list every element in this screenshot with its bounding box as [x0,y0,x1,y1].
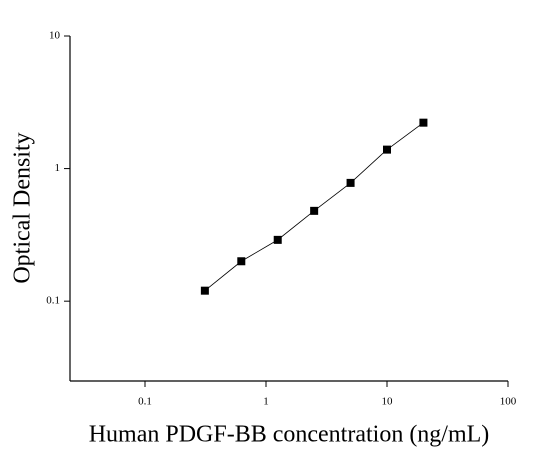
data-point [237,257,246,266]
x-tick-label: 1 [263,396,269,408]
data-point [382,145,391,154]
x-tick-label: 100 [500,396,517,408]
data-point [310,206,319,215]
x-tick-label: 0.1 [138,396,152,408]
y-tick-label: 10 [49,30,61,42]
data-point [346,178,355,187]
data-point [273,235,282,244]
x-tick-label: 10 [381,396,393,408]
data-point [200,286,209,295]
data-point [419,118,428,127]
x-axis-title: Human PDGF-BB concentration (ng/mL) [89,422,490,448]
y-tick-label: 0.1 [46,295,60,307]
y-tick-label: 1 [55,162,61,174]
y-axis-title: Optical Density [10,132,36,283]
